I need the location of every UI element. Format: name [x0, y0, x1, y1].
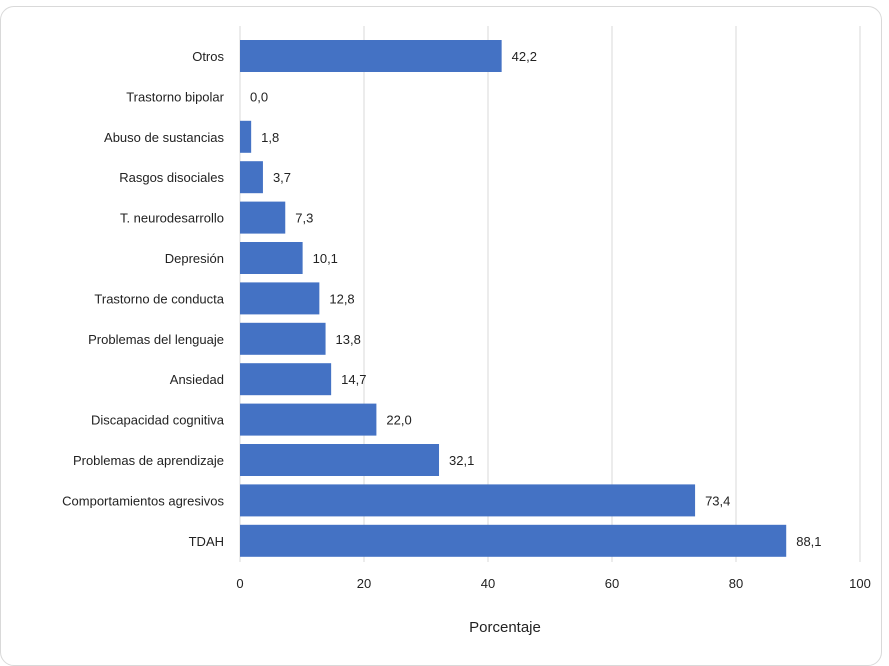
x-tick-labels: 0 20 40 60 80 100 [236, 576, 870, 591]
bar [240, 201, 286, 234]
category-label: Problemas de aprendizaje [73, 453, 224, 468]
bar [240, 444, 440, 476]
value-label: 12,8 [329, 291, 354, 306]
value-label: 13,8 [336, 332, 361, 347]
category-label: Abuso de sustancias [104, 130, 224, 145]
category-label: Problemas del lenguaje [88, 332, 224, 347]
category-labels: Otros Trastorno bipolar Abuso de sustancia… [62, 49, 225, 549]
value-label: 1,8 [261, 130, 279, 145]
category-label: Discapacidad cognitiva [91, 413, 225, 428]
value-label: 22,0 [386, 413, 411, 428]
bar [240, 40, 502, 72]
value-label: 42,2 [512, 49, 537, 64]
value-label: 0,0 [250, 89, 268, 104]
value-label: 7,3 [295, 211, 313, 226]
value-label: 10,1 [313, 251, 338, 266]
bar [240, 403, 377, 436]
category-label: T. neurodesarrollo [120, 211, 224, 226]
value-label: 3,7 [273, 170, 291, 185]
category-label: Ansiedad [170, 372, 224, 387]
bars [240, 40, 787, 557]
bar [240, 282, 320, 315]
category-label: Comportamientos agresivos [62, 493, 224, 508]
category-label: Otros [192, 49, 224, 64]
bar-chart: Otros Trastorno bipolar Abuso de sustancia… [62, 26, 871, 636]
x-tick-label: 60 [605, 576, 619, 591]
value-labels: 42,2 0,0 1,8 3,7 7,3 10,1 12,8 13,8 14,7 22,0 32,1… [250, 49, 822, 549]
x-tick-label: 80 [729, 576, 743, 591]
x-tick-label: 100 [849, 576, 871, 591]
bar [240, 161, 263, 194]
bar [240, 242, 303, 274]
x-tick-label: 40 [481, 576, 495, 591]
category-label: Trastorno bipolar [126, 89, 224, 104]
x-tick-label: 0 [236, 576, 243, 591]
value-label: 14,7 [341, 372, 366, 387]
value-label: 32,1 [449, 453, 474, 468]
bar [240, 363, 332, 396]
x-tick-label: 20 [357, 576, 371, 591]
value-label: 73,4 [705, 493, 730, 508]
value-label: 88,1 [796, 534, 821, 549]
category-label: TDAH [189, 534, 224, 549]
bar [240, 322, 326, 355]
category-label: Trastorno de conducta [94, 291, 224, 306]
category-label: Depresión [165, 251, 224, 266]
category-label: Rasgos disociales [119, 170, 224, 185]
bar [240, 120, 252, 153]
bar [240, 484, 696, 517]
x-axis-title: Porcentaje [469, 619, 541, 636]
bar [240, 524, 787, 557]
